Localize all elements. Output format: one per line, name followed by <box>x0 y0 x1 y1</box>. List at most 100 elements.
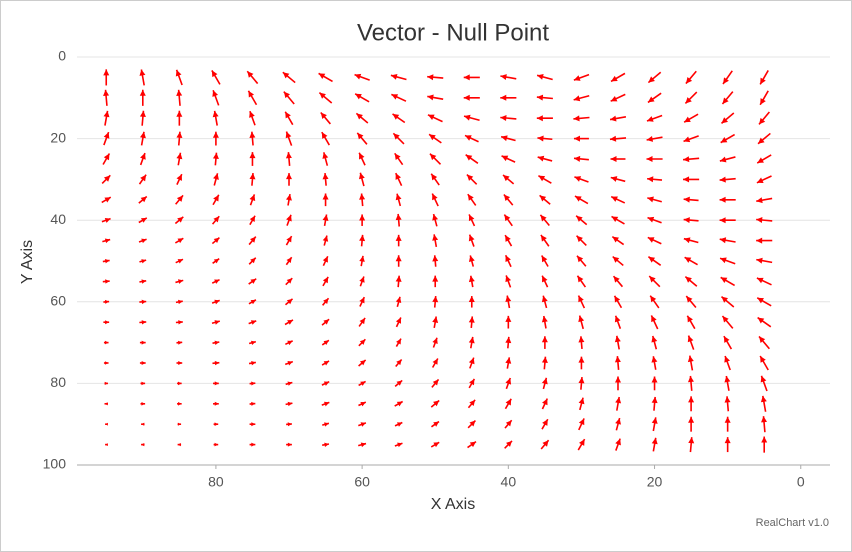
arrow-head <box>287 401 293 407</box>
vector-arrow <box>646 114 663 122</box>
arrow-head <box>611 196 618 202</box>
arrow-head <box>104 197 111 203</box>
vector-arrow <box>610 195 626 204</box>
vector-arrow <box>536 115 553 122</box>
arrow-head <box>683 136 691 143</box>
arrow-head <box>359 193 366 200</box>
arrow-head <box>540 214 547 222</box>
arrow-head <box>757 317 765 324</box>
arrow-head <box>432 337 438 344</box>
arrow-head <box>322 235 329 242</box>
vector-arrow <box>212 152 219 166</box>
arrow-head <box>323 360 330 366</box>
vector-arrow <box>354 93 370 103</box>
vector-arrow <box>649 295 660 309</box>
vector-arrow <box>576 275 587 288</box>
arrow-head <box>103 153 110 161</box>
arrow-head <box>463 74 470 81</box>
vector-arrow <box>468 357 475 369</box>
arrow-head <box>395 234 402 241</box>
arrow-head <box>322 193 329 200</box>
vector-arrow <box>430 441 440 448</box>
arrow-head <box>323 298 329 304</box>
vector-arrow <box>359 255 365 267</box>
arrow-head <box>615 397 622 404</box>
arrow-head <box>177 238 184 244</box>
arrow-head <box>465 154 473 161</box>
vector-arrow <box>358 152 366 166</box>
arrow-head <box>178 299 183 305</box>
arrow-head <box>724 396 731 403</box>
vector-arrow <box>684 91 698 105</box>
arrow-head <box>249 131 256 138</box>
arrow-head <box>721 117 729 124</box>
vector-arrow <box>141 422 145 426</box>
arrow-head <box>758 137 765 144</box>
vector-arrow <box>539 214 550 226</box>
vector-arrow <box>175 258 184 264</box>
vector-arrow <box>611 215 625 225</box>
arrow-head <box>757 297 764 304</box>
vector-arrow <box>468 275 475 288</box>
arrow-head <box>139 89 146 96</box>
arrow-head <box>573 135 580 142</box>
vector-arrow <box>249 401 256 406</box>
arrow-head <box>465 135 472 141</box>
arrow-head <box>393 133 400 140</box>
vector-arrow <box>687 355 694 371</box>
arrow-head <box>283 91 290 99</box>
arrow-head <box>141 299 147 305</box>
arrow-head <box>249 194 256 202</box>
vector-arrow <box>102 238 111 244</box>
vector-arrow <box>249 110 256 126</box>
vector-arrow <box>615 417 621 431</box>
arrow-head <box>574 176 582 182</box>
vector-arrow <box>647 216 662 224</box>
vector-arrow <box>431 378 440 388</box>
vector-arrow <box>500 94 517 101</box>
arrow-head <box>505 295 512 303</box>
vector-arrow <box>759 90 769 106</box>
x-tick-label: 40 <box>501 474 517 490</box>
arrow-head <box>250 236 256 243</box>
arrow-head <box>432 379 439 386</box>
arrow-head <box>140 174 147 182</box>
arrow-head <box>176 110 183 117</box>
arrow-head <box>683 196 690 203</box>
arrow-head <box>683 237 691 244</box>
arrow-head <box>250 340 256 345</box>
vector-arrow <box>541 315 548 329</box>
vector-arrow <box>395 296 402 308</box>
vector-arrow <box>140 381 146 386</box>
arrow-head <box>178 320 183 325</box>
vector-arrow <box>574 176 589 183</box>
vector-arrow <box>432 213 439 227</box>
vector-arrow <box>683 176 700 183</box>
arrow-head <box>611 75 618 82</box>
vector-arrow <box>536 94 553 101</box>
vector-arrow <box>612 255 624 267</box>
arrow-head <box>324 422 329 427</box>
arrow-head <box>249 152 256 159</box>
vector-arrow <box>614 356 621 370</box>
vector-arrow <box>138 217 148 224</box>
vector-arrow <box>321 131 330 146</box>
arrow-head <box>723 336 730 343</box>
arrow-head <box>761 436 768 443</box>
vector-arrow <box>614 376 621 391</box>
vector-arrow <box>467 419 477 429</box>
arrow-head <box>537 135 544 142</box>
arrow-head <box>610 176 618 182</box>
vector-arrow <box>246 70 259 85</box>
arrow-head <box>322 152 329 159</box>
vector-arrow <box>212 194 220 206</box>
arrow-head <box>391 94 399 100</box>
arrow-head <box>576 215 583 222</box>
vector-arrow <box>651 356 658 370</box>
vector-arrow <box>503 194 514 206</box>
vector-arrow <box>539 194 551 205</box>
vector-arrow <box>610 176 626 183</box>
vector-arrow <box>465 154 479 164</box>
vector-arrow <box>759 355 769 371</box>
